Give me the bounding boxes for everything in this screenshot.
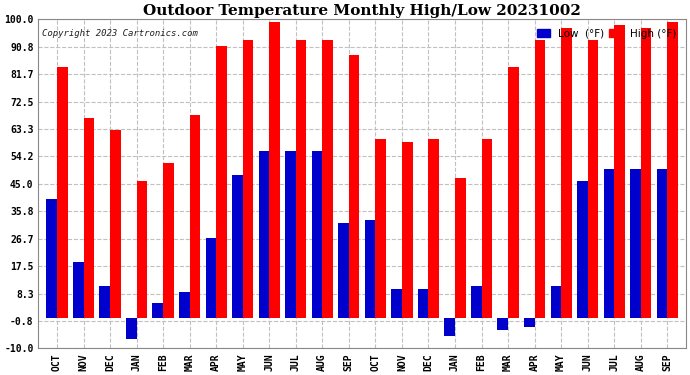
Bar [375,139,386,318]
Bar [444,318,455,336]
Bar [535,40,545,318]
Bar [322,40,333,318]
Legend: Low  (°F), High (°F): Low (°F), High (°F) [533,24,680,43]
Bar [561,28,572,318]
Bar [657,169,667,318]
Bar [99,285,110,318]
Bar [206,238,216,318]
Bar [497,318,508,330]
Bar [551,285,561,318]
Bar [57,67,68,318]
Bar [312,151,322,318]
Bar [588,40,598,318]
Bar [428,139,439,318]
Bar [418,288,428,318]
Bar [524,318,535,327]
Bar [190,115,200,318]
Text: Copyright 2023 Cartronics.com: Copyright 2023 Cartronics.com [41,29,197,38]
Bar [641,28,651,318]
Bar [232,175,243,318]
Bar [349,55,359,318]
Bar [296,40,306,318]
Bar [137,181,147,318]
Bar [338,223,349,318]
Bar [391,288,402,318]
Bar [243,40,253,318]
Bar [577,181,588,318]
Bar [402,142,413,318]
Bar [630,169,641,318]
Bar [455,178,466,318]
Bar [604,169,614,318]
Bar [83,118,94,318]
Bar [471,285,482,318]
Bar [482,139,492,318]
Bar [667,22,678,318]
Bar [179,291,190,318]
Bar [365,220,375,318]
Bar [614,26,625,318]
Bar [285,151,296,318]
Bar [163,163,174,318]
Bar [259,151,269,318]
Bar [216,46,227,318]
Bar [269,22,280,318]
Title: Outdoor Temperature Monthly High/Low 20231002: Outdoor Temperature Monthly High/Low 202… [144,4,581,18]
Bar [152,303,163,318]
Bar [508,67,519,318]
Bar [126,318,137,339]
Bar [73,262,83,318]
Bar [46,199,57,318]
Bar [110,130,121,318]
